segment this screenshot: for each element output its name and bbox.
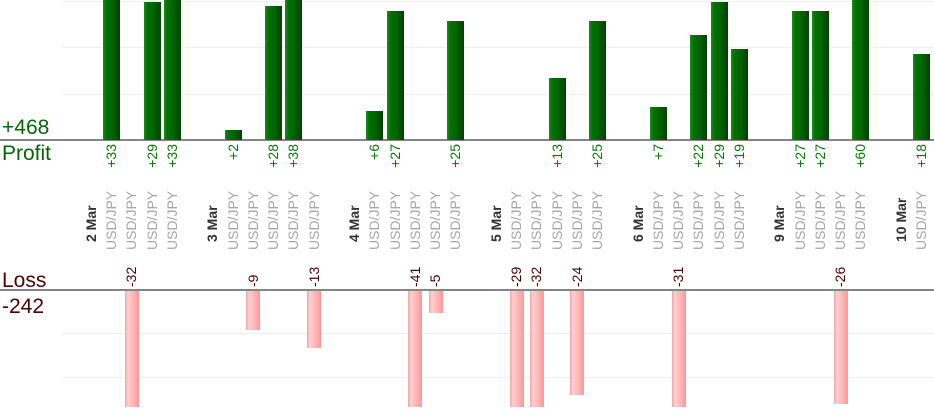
profit-value-label: +29: [143, 144, 160, 168]
profit-bar: [649, 107, 667, 140]
symbol-label: USD/JPY: [852, 190, 869, 250]
profit-value-label: +29: [710, 144, 727, 168]
loss-bar: [124, 291, 139, 407]
date-label: 10 Mar: [892, 197, 909, 242]
profit-value-label: +27: [791, 144, 808, 168]
symbol-label: USD/JPY: [447, 190, 464, 250]
profit-bar: [163, 0, 181, 140]
symbol-label: USD/JPY: [366, 190, 383, 250]
profit-value-label: +60: [852, 144, 869, 168]
loss-value-label: -29: [508, 266, 524, 287]
profit-bar: [224, 130, 242, 140]
date-label: 4 Mar: [346, 205, 362, 242]
profit-total-label: +468: [2, 116, 50, 139]
profit-value-label: +22: [690, 144, 707, 168]
profit-bar: [285, 0, 303, 140]
profit-bar: [447, 21, 465, 140]
date-label: 6 Mar: [629, 205, 646, 242]
profit-bar: [386, 11, 404, 140]
profit-bar: [103, 0, 120, 140]
loss-bar: [307, 291, 321, 348]
loss-value-label: -5: [427, 274, 443, 287]
symbol-label: USD/JPY: [285, 190, 302, 250]
loss-value-label: -41: [406, 266, 423, 287]
loss-total-label: -242: [2, 295, 45, 318]
symbol-label: USD/JPY: [548, 190, 565, 250]
symbol-label: USD/JPY: [913, 190, 929, 250]
symbol-label: USD/JPY: [710, 190, 727, 250]
symbol-label: USD/JPY: [589, 190, 605, 250]
profit-value-label: +25: [589, 144, 605, 168]
loss-axis-line: [0, 289, 934, 291]
profit-bar: [913, 54, 930, 140]
loss-value-label: -24: [568, 266, 585, 287]
loss-bar: [428, 291, 443, 313]
profit-value-label: +27: [811, 144, 828, 168]
loss-value-label: -32: [123, 266, 140, 287]
profit-axis-line: [0, 139, 934, 141]
date-label: 5 Mar: [487, 205, 504, 242]
gridline: [62, 47, 934, 48]
profit-value-label: +18: [913, 144, 929, 168]
profit-bar: [366, 111, 384, 140]
profit-value-label: +33: [163, 144, 180, 168]
profit-value-label: +38: [285, 144, 302, 168]
symbol-label: USD/JPY: [163, 190, 180, 250]
profit-bar: [730, 49, 748, 140]
loss-bar: [246, 291, 261, 330]
profit-value-label: +19: [730, 144, 747, 168]
gridline: [62, 1, 934, 2]
loss-bar: [408, 291, 423, 407]
symbol-label: USD/JPY: [265, 190, 281, 250]
loss-value-label: -31: [670, 266, 686, 287]
profit-bar: [852, 0, 870, 140]
date-label: 2 Mar: [82, 205, 99, 242]
date-label: 9 Mar: [771, 205, 788, 242]
loss-value-label: -32: [528, 266, 545, 287]
symbol-label: USD/JPY: [791, 190, 808, 250]
profit-value-label: +27: [386, 144, 403, 168]
loss-axis-title: Loss: [2, 269, 47, 292]
profit-axis-title: Profit: [2, 142, 52, 165]
profit-bar: [589, 21, 606, 140]
profit-value-label: +7: [649, 144, 666, 160]
loss-bar: [671, 291, 686, 407]
profit-value-label: +13: [548, 144, 565, 168]
loss-bar: [833, 291, 848, 404]
date-label: 3 Mar: [204, 205, 221, 242]
gridline: [62, 377, 934, 378]
profit-value-label: +2: [224, 144, 241, 160]
profit-bar: [710, 2, 728, 140]
loss-value-label: -26: [832, 266, 848, 287]
symbol-label: USD/JPY: [730, 190, 747, 250]
symbol-label: USD/JPY: [143, 190, 160, 250]
symbol-label: USD/JPY: [386, 190, 403, 250]
gridline: [62, 94, 934, 95]
loss-bar: [570, 291, 585, 395]
symbol-label: USD/JPY: [649, 190, 666, 250]
profit-value-label: +28: [265, 144, 281, 168]
symbol-label: USD/JPY: [690, 190, 707, 250]
gridline: [62, 333, 934, 334]
symbol-label: USD/JPY: [224, 190, 241, 250]
profit-bar: [548, 78, 566, 140]
loss-bar: [509, 291, 524, 407]
loss-value-label: -13: [305, 266, 322, 287]
profit-bar: [791, 11, 809, 140]
loss-bar: [529, 291, 544, 407]
profit-value-label: +6: [366, 144, 383, 160]
symbol-label: USD/JPY: [811, 190, 828, 250]
profit-bar: [690, 35, 708, 140]
profit-bar: [811, 11, 829, 140]
profit-bar: [265, 6, 282, 140]
symbol-label: USD/JPY: [103, 190, 119, 250]
profit-value-label: +33: [103, 144, 119, 168]
loss-value-label: -9: [244, 274, 261, 287]
profit-bar: [143, 2, 161, 140]
profit-value-label: +25: [447, 144, 464, 168]
